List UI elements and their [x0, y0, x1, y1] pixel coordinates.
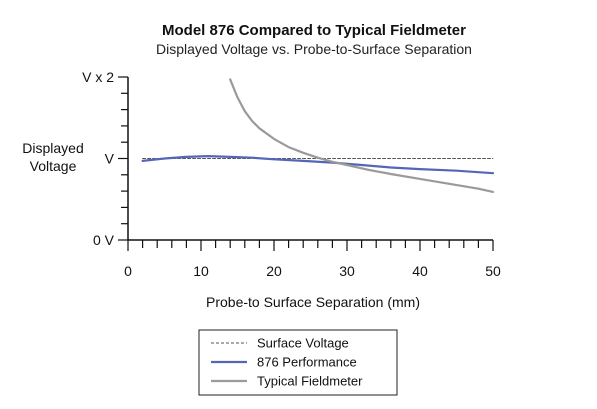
legend-label: Typical Fieldmeter [257, 374, 363, 389]
x-axis-label: Probe-to Surface Separation (mm) [206, 294, 420, 310]
series-line-876-performance [141, 155, 495, 175]
legend-box [198, 329, 398, 396]
legend: Surface Voltage 876 Performance Typical Fi… [198, 329, 398, 396]
axes: 0 10 20 30 40 50 0 V V V x 2 [82, 69, 501, 279]
chart-title: Model 876 Compared to Typical Fieldmeter [162, 22, 466, 39]
y-tick-label: V [105, 151, 115, 167]
series-line-typical-fieldmeter [229, 78, 495, 193]
y-axis-label-line2: Voltage [30, 158, 77, 174]
x-tick-label: 30 [339, 263, 355, 279]
y-tick-label: V x 2 [82, 69, 114, 85]
chart-subtitle: Displayed Voltage vs. Probe-to-Surface S… [156, 41, 472, 57]
x-tick-label: 40 [412, 263, 428, 279]
legend-label: Surface Voltage [257, 336, 349, 351]
x-tick-label: 0 [124, 263, 132, 279]
x-tick-label: 20 [266, 263, 282, 279]
plot-area [141, 78, 495, 193]
y-axis-label-line1: Displayed [22, 140, 83, 156]
legend-label: 876 Performance [257, 355, 357, 370]
x-tick-label: 50 [485, 263, 501, 279]
y-tick-label: 0 V [93, 232, 115, 248]
x-tick-label: 10 [193, 263, 209, 279]
